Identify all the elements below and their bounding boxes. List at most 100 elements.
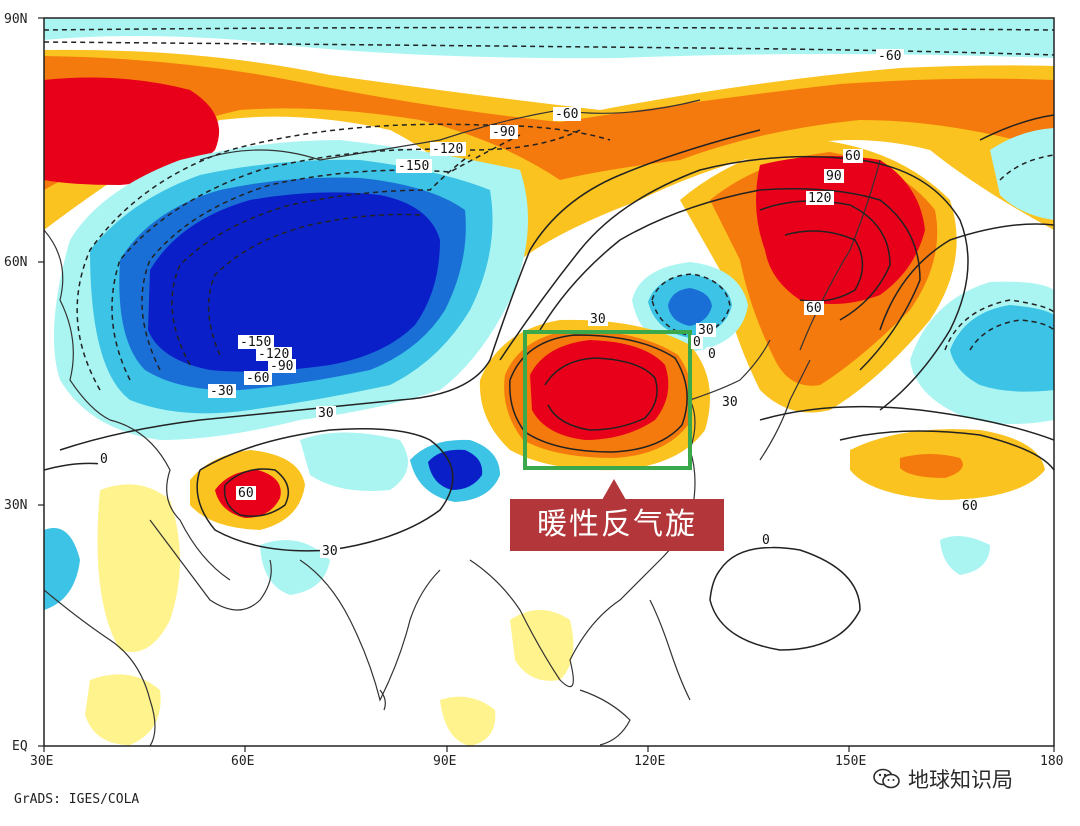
red-high-east-asia-core bbox=[756, 156, 925, 304]
contour-label: -60 bbox=[878, 49, 901, 64]
contour-label-bg bbox=[208, 384, 236, 398]
contour-neg-120 bbox=[171, 154, 471, 366]
lon-label-120e: 120E bbox=[634, 754, 665, 769]
contour-label-bg bbox=[760, 533, 772, 547]
contour-label-bg bbox=[490, 125, 518, 139]
contour-label: 30 bbox=[698, 323, 714, 338]
blue-low-pacific-inner bbox=[950, 305, 1054, 392]
contour-label: 60 bbox=[962, 499, 978, 514]
lat-label-60n: 60N bbox=[4, 255, 27, 270]
watermark-text: 地球知识局 bbox=[908, 768, 1013, 792]
contour-60-pacific bbox=[839, 430, 1054, 471]
contour-label-bg bbox=[706, 347, 718, 361]
contour-neg-150 bbox=[207, 213, 421, 356]
blue-patch-central-asia-core bbox=[428, 449, 483, 490]
contour-neg-pacific-3 bbox=[999, 154, 1054, 181]
yellow-patch-indian-ocean bbox=[440, 696, 496, 746]
contour-label: 30 bbox=[318, 406, 334, 421]
contour-label: 0 bbox=[693, 335, 701, 350]
coast-arctic bbox=[199, 99, 701, 161]
contour-label: -60 bbox=[555, 107, 578, 122]
contour-label-bg bbox=[960, 499, 980, 513]
contour-anticyclone-2 bbox=[544, 357, 658, 431]
contour-0-east bbox=[879, 223, 1054, 331]
contour-label: 0 bbox=[708, 347, 716, 362]
contour-label: -120 bbox=[432, 142, 463, 157]
contour-anticyclone-1 bbox=[509, 334, 688, 453]
contour-neg-arctic-2 bbox=[44, 41, 1054, 56]
contour-neg-arctic-1 bbox=[44, 26, 1054, 31]
contour-label: 120 bbox=[808, 191, 831, 206]
contour-label-bg bbox=[236, 486, 256, 500]
lon-label-60e: 60E bbox=[231, 754, 254, 769]
lon-label-180: 180 bbox=[1040, 754, 1063, 769]
coast-africa bbox=[44, 589, 156, 746]
lon-axis: 30E 60E 90E 120E 150E 180 bbox=[30, 754, 1063, 769]
axis-ticks bbox=[38, 17, 1055, 752]
contour-label-bg bbox=[824, 169, 844, 183]
blue-patch-central-asia-2 bbox=[300, 432, 408, 491]
contour-label: -60 bbox=[246, 371, 269, 386]
contour-labels: -60-90-120-150-150-120-90-60-30306090120… bbox=[98, 49, 980, 559]
contour-label-bg bbox=[588, 312, 608, 326]
contour-label: 0 bbox=[762, 533, 770, 548]
wechat-icon bbox=[873, 768, 900, 789]
contour-90-east bbox=[759, 200, 891, 321]
contour-label: -90 bbox=[492, 125, 515, 140]
contour-label: 30 bbox=[322, 544, 338, 559]
lat-label-90n: 90N bbox=[4, 12, 27, 27]
warm-anticyclone-callout: 暖性反气旋 bbox=[510, 499, 724, 551]
yellow-patch-africa bbox=[85, 674, 161, 745]
contour-label: -150 bbox=[398, 159, 429, 174]
contour-label-bg bbox=[806, 191, 834, 205]
blue-low-small-core bbox=[668, 288, 712, 326]
lat-label-30n: 30N bbox=[4, 498, 27, 513]
lat-label-eq: EQ bbox=[12, 739, 28, 754]
contour-label-bg bbox=[244, 371, 272, 385]
contour-label: 0 bbox=[100, 452, 108, 467]
contour-label: -90 bbox=[270, 359, 293, 374]
cyan-patch-pacific bbox=[940, 536, 990, 575]
contour-label: 90 bbox=[826, 169, 842, 184]
blue-low-east-edge bbox=[990, 128, 1054, 220]
coast-philippines bbox=[649, 599, 691, 701]
highlight-box bbox=[523, 330, 692, 470]
contour-label: -150 bbox=[240, 335, 271, 350]
contour-label: 60 bbox=[238, 486, 254, 501]
contour-neg-pacific-1 bbox=[944, 299, 1054, 351]
contour-label-bg bbox=[430, 142, 466, 156]
cyan-patch-india bbox=[260, 540, 330, 595]
yellow-patch-indochina bbox=[510, 610, 574, 681]
coast-kamchatka bbox=[799, 159, 881, 351]
contour-label-bg bbox=[316, 406, 336, 420]
positive-belt-north-core bbox=[44, 56, 1054, 190]
lon-label-150e: 150E bbox=[835, 754, 866, 769]
credit-text: GrADS: IGES/COLA bbox=[14, 792, 140, 807]
contour-label-bg bbox=[696, 323, 716, 337]
coast-japan bbox=[759, 359, 811, 461]
coast-sri-lanka bbox=[379, 689, 386, 711]
contour-label: -30 bbox=[210, 384, 233, 399]
anomaly-shading bbox=[44, 18, 1054, 746]
coast-arabia bbox=[149, 519, 272, 611]
contour-label-bg bbox=[876, 49, 904, 63]
contour-60-middle-east bbox=[223, 468, 290, 517]
contour-label-bg bbox=[320, 544, 340, 558]
contour-neg-60 bbox=[111, 129, 581, 381]
blue-low-core bbox=[148, 192, 440, 372]
lon-label-90e: 90E bbox=[433, 754, 456, 769]
contour-label-bg bbox=[843, 149, 863, 163]
contour-label-bg bbox=[804, 301, 824, 315]
contour-label-bg bbox=[238, 335, 274, 349]
contour-label-bg bbox=[98, 452, 110, 466]
contour-0-pacific bbox=[709, 546, 861, 651]
contour-label: 60 bbox=[806, 301, 822, 316]
contour-label-bg bbox=[256, 347, 292, 361]
contour-label: -120 bbox=[258, 347, 289, 362]
contour-label-bg bbox=[396, 159, 432, 173]
contour-zero-west bbox=[59, 129, 761, 451]
watermark: 地球知识局 bbox=[872, 764, 1013, 794]
contour-30-central bbox=[196, 428, 454, 552]
callout-pointer bbox=[602, 479, 626, 500]
